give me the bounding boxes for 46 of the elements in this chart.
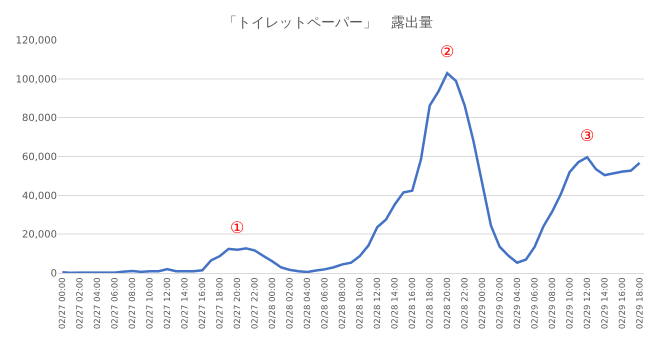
x-tick-label: 02/27 14:00 — [180, 277, 191, 330]
x-tick-label: 02/28 02:00 — [286, 277, 296, 330]
x-tick-label: 02/28 08:00 — [338, 277, 348, 330]
x-tick-label: 02/28 12:00 — [373, 277, 384, 330]
x-tick-label: 02/27 22:00 — [250, 277, 261, 330]
annotation: ③ — [580, 126, 594, 145]
x-tick-label: 02/28 04:00 — [303, 277, 314, 330]
x-tick-label: 02/27 08:00 — [128, 277, 138, 330]
x-tick-label: 02/29 04:00 — [512, 277, 523, 330]
x-tick-label: 02/28 14:00 — [390, 277, 400, 330]
x-tick-label: 02/27 12:00 — [163, 277, 174, 330]
x-tick-label: 02/29 06:00 — [530, 277, 540, 330]
chart-title: 「トイレットペーパー」 露出量 — [223, 15, 433, 32]
x-tick-label: 02/29 18:00 — [635, 277, 646, 330]
x-tick-label: 02/28 06:00 — [320, 277, 331, 330]
y-tick-label: 100,000 — [16, 74, 57, 86]
y-tick-label: 80,000 — [22, 113, 57, 124]
y-tick-label: 120,000 — [16, 36, 57, 46]
x-tick-label: 02/29 10:00 — [565, 277, 576, 330]
x-tick-label: 02/27 10:00 — [146, 277, 156, 330]
y-tick-label: 60,000 — [22, 152, 57, 163]
x-tick-label: 02/28 16:00 — [408, 277, 418, 330]
x-tick-label: 02/29 14:00 — [600, 277, 610, 330]
line-series — [61, 72, 641, 273]
x-tick-label: 02/28 00:00 — [268, 277, 278, 330]
annotation: ① — [230, 218, 244, 237]
x-tick-label: 02/27 20:00 — [233, 277, 244, 330]
x-tick-label: 02/29 00:00 — [478, 277, 488, 330]
x-tick-label: 02/27 16:00 — [198, 277, 208, 330]
x-tick-label: 02/29 08:00 — [548, 277, 558, 330]
y-tick-label: 0 — [50, 268, 57, 280]
annotation: ② — [440, 42, 454, 61]
x-tick-label: 02/27 06:00 — [110, 277, 121, 330]
x-tick-label: 02/28 20:00 — [442, 277, 453, 330]
x-tick-label: 02/28 22:00 — [460, 277, 470, 330]
y-tick-label: 40,000 — [22, 190, 57, 202]
x-tick-label: 02/29 12:00 — [582, 277, 593, 330]
x-tick-label: 02/27 18:00 — [216, 277, 226, 330]
x-tick-label: 02/29 16:00 — [618, 277, 628, 330]
y-tick-label: 20,000 — [22, 230, 57, 241]
x-tick-label: 02/27 02:00 — [76, 277, 86, 330]
x-tick-label: 02/27 04:00 — [93, 277, 104, 330]
x-tick-label: 02/27 00:00 — [58, 277, 68, 330]
x-tick-label: 02/28 18:00 — [425, 277, 436, 330]
x-tick-label: 02/28 10:00 — [356, 277, 366, 330]
x-tick-label: 02/29 02:00 — [495, 277, 506, 330]
